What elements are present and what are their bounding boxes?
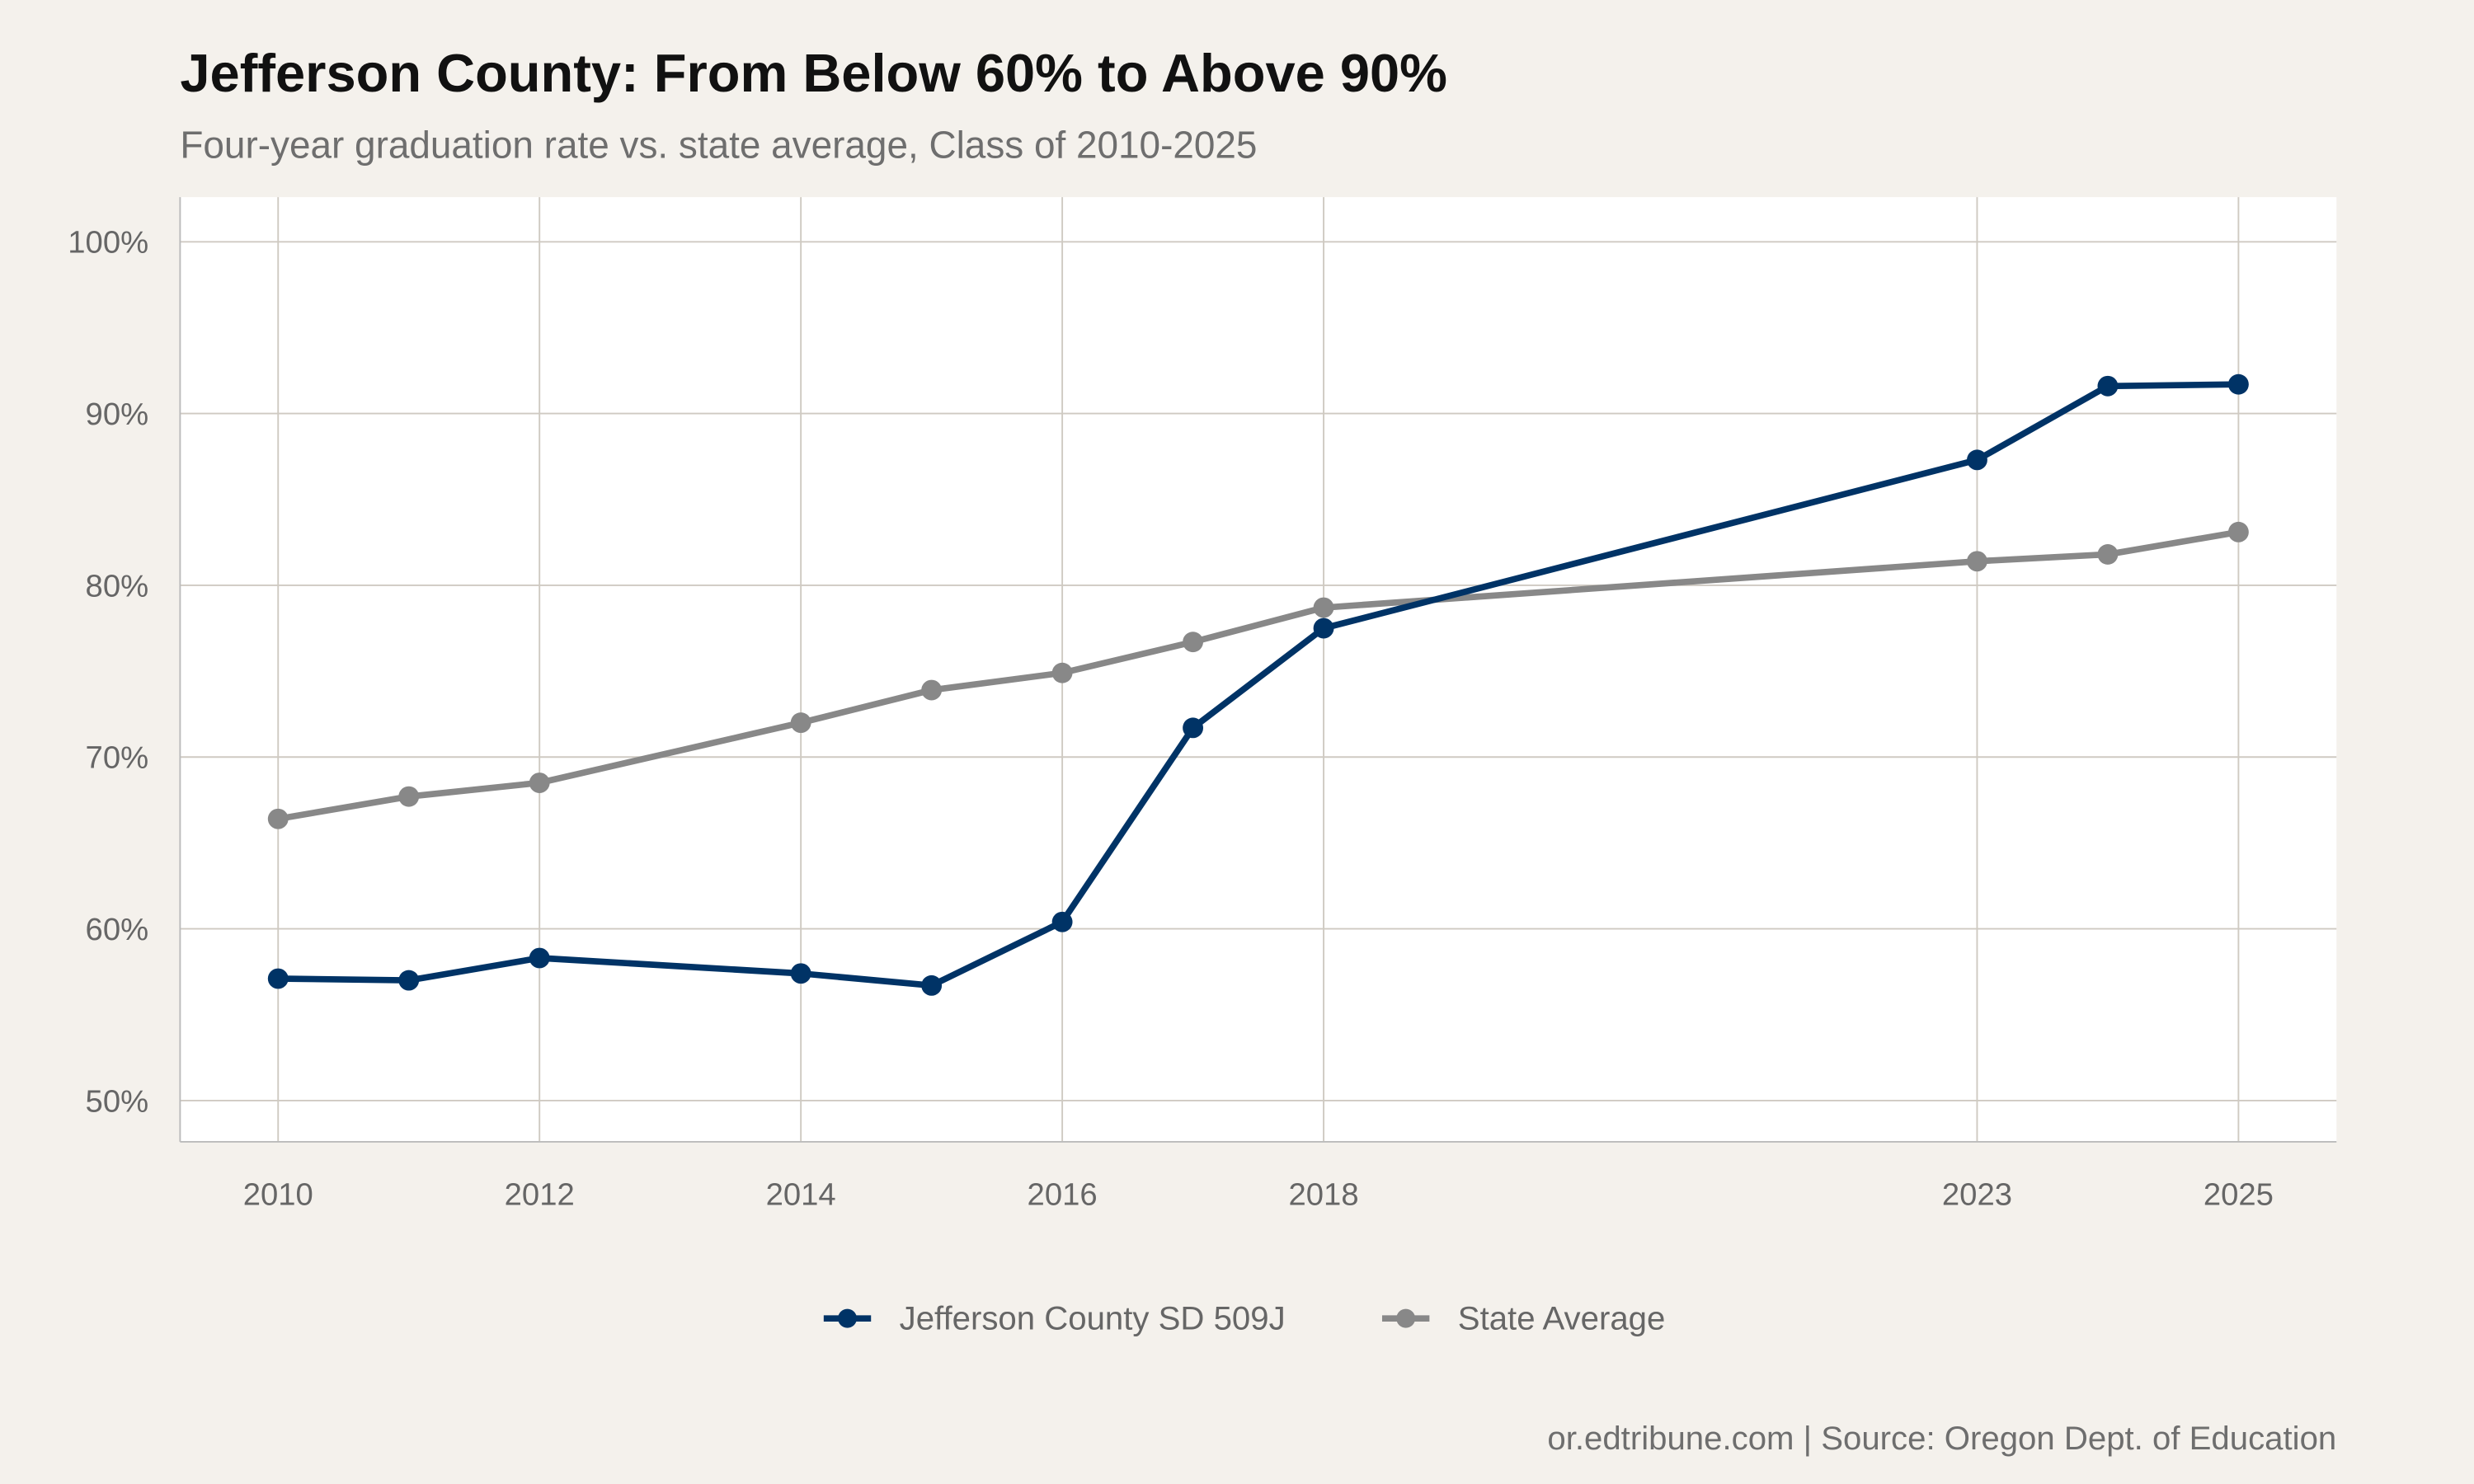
data-point-jefferson xyxy=(1183,717,1204,739)
data-point-jefferson xyxy=(2227,373,2249,395)
data-point-jefferson xyxy=(921,974,943,996)
y-tick-label: 90% xyxy=(86,397,149,432)
data-point-state xyxy=(1183,632,1204,653)
chart-subtitle: Four-year graduation rate vs. state aver… xyxy=(180,123,1257,166)
data-point-jefferson xyxy=(790,963,811,984)
legend-label-state: State Average xyxy=(1458,1300,1666,1337)
legend: Jefferson County SD 509J State Average xyxy=(823,1300,1666,1337)
legend-marker-state xyxy=(1396,1308,1416,1328)
data-point-state xyxy=(790,712,811,734)
data-point-state xyxy=(267,808,289,829)
x-tick-label: 2025 xyxy=(2204,1176,2274,1212)
series-layer xyxy=(267,373,2249,996)
x-tick-label: 2010 xyxy=(243,1176,313,1212)
plot-panel xyxy=(180,197,2337,1142)
data-point-state xyxy=(921,679,943,701)
grid xyxy=(180,197,2337,1142)
x-tick-label: 2023 xyxy=(1942,1176,2012,1212)
x-tick-label: 2012 xyxy=(505,1176,575,1212)
y-axis-ticks: 50% 60% 70% 80% 90% 100% xyxy=(68,225,148,1120)
data-point-state xyxy=(2227,521,2249,542)
x-axis-ticks: 2010 2012 2014 2016 2018 2023 2025 xyxy=(243,1176,2274,1212)
y-tick-label: 70% xyxy=(86,740,149,776)
data-point-state xyxy=(1051,662,1073,683)
y-tick-label: 100% xyxy=(68,225,148,261)
data-point-jefferson xyxy=(1051,911,1073,932)
data-point-state xyxy=(1313,597,1334,618)
data-point-jefferson xyxy=(1967,449,1987,471)
chart-title: Jefferson County: From Below 60% to Abov… xyxy=(180,43,1447,103)
y-tick-label: 80% xyxy=(86,568,149,603)
data-point-jefferson xyxy=(2097,375,2119,397)
x-tick-label: 2016 xyxy=(1028,1176,1098,1212)
legend-marker-jefferson xyxy=(838,1308,858,1328)
data-point-jefferson xyxy=(398,970,420,991)
data-point-jefferson xyxy=(1313,618,1334,639)
data-point-state xyxy=(529,773,550,793)
y-tick-label: 60% xyxy=(86,912,149,947)
legend-label-jefferson: Jefferson County SD 509J xyxy=(900,1300,1286,1337)
data-point-state xyxy=(1967,551,1987,572)
data-point-jefferson xyxy=(529,947,550,969)
chart-caption: or.edtribune.com | Source: Oregon Dept. … xyxy=(1547,1420,2336,1457)
x-tick-label: 2018 xyxy=(1289,1176,1359,1212)
y-tick-label: 50% xyxy=(86,1083,149,1119)
data-point-state xyxy=(2097,543,2119,565)
data-point-jefferson xyxy=(267,968,289,989)
x-tick-label: 2014 xyxy=(766,1176,836,1212)
data-point-state xyxy=(398,786,420,807)
